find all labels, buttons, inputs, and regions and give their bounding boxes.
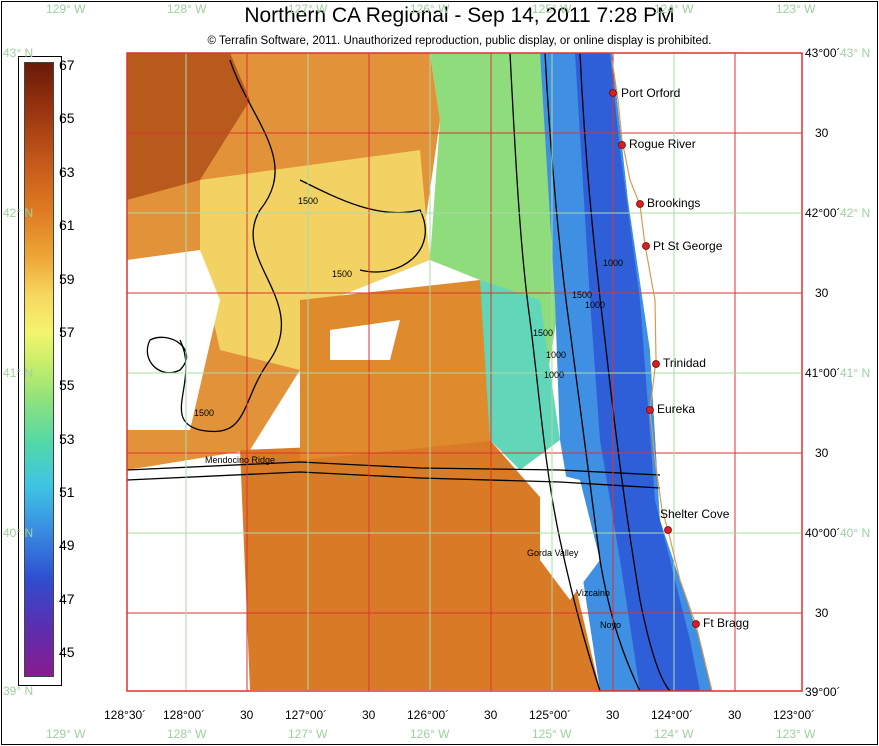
sst-yellow-band (200, 150, 430, 370)
x-axis-label: 30 (728, 708, 742, 722)
geo-label: 129° W (46, 2, 86, 16)
geo-label: 128° W (167, 2, 207, 16)
contour-label: 1500 (298, 196, 319, 206)
contour-label: 1500 (332, 269, 353, 279)
legend-tick: 45 (59, 644, 75, 660)
legend-tick: 51 (59, 484, 75, 500)
geo-label: 128° W (167, 727, 207, 741)
geo-label: 43° N (3, 46, 34, 60)
geo-label: 41° N (840, 366, 871, 380)
geo-label: 40° N (840, 526, 871, 540)
geo-label: 123° W (776, 2, 816, 16)
legend-tick: 57 (59, 324, 75, 340)
geo-label: 127° W (288, 727, 328, 741)
y-axis-label: 30 (815, 446, 829, 460)
legend-tick: 67 (59, 57, 75, 73)
city-label-eureka: Eureka (657, 402, 696, 416)
contour-label: 1500 (194, 408, 215, 418)
x-axis-label: 128°00´ (163, 708, 206, 722)
bathymetry-contours (127, 53, 671, 691)
city-markers (609, 89, 700, 628)
legend-tick: 55 (59, 377, 75, 393)
x-axis-label: 30 (362, 708, 376, 722)
contour-label-noyo: Noyo (600, 620, 622, 630)
geo-label: 126° W (410, 727, 450, 741)
sst-cyan-band (480, 280, 560, 470)
legend-tick: 53 (59, 431, 75, 447)
y-axis-label: 42°00´ (805, 206, 841, 220)
city-label-brookings: Brookings (647, 196, 701, 210)
map-title: Northern CA Regional - Sep 14, 2011 7:28… (244, 4, 675, 27)
copyright-notice: © Terrafin Software, 2011. Unauthorized … (207, 35, 712, 47)
x-axis-label: 127°00´ (285, 708, 328, 722)
sst-warm-mid (300, 280, 500, 460)
contour-label: 1000 (585, 300, 606, 310)
geo-label: 125° W (532, 2, 572, 16)
x-axis-label: 124°00´ (651, 708, 694, 722)
city-label-shelter-cove: Shelter Cove (660, 507, 730, 521)
contour-label-gorda-valley: Gorda Valley (527, 548, 579, 558)
y-axis-label: 30 (815, 126, 829, 140)
y-axis-label: 39°00´ (805, 685, 841, 699)
geo-label: 125° W (532, 727, 572, 741)
city-label-pt-st-george: Pt St George (653, 239, 723, 253)
contour-label-mendocino-ridge: Mendocino Ridge (205, 455, 276, 465)
geo-label: 129° W (46, 727, 86, 741)
contour-label: 1000 (544, 370, 565, 380)
legend-tick: 65 (59, 110, 75, 126)
contour-label: 1000 (546, 350, 567, 360)
geo-label: 127° W (288, 2, 328, 16)
cloud-patch-2 (330, 320, 400, 360)
contour-label: 1500 (572, 290, 593, 300)
geo-label: 124° W (654, 727, 694, 741)
legend-tick: 63 (59, 164, 75, 180)
geo-label: 42° N (3, 206, 34, 220)
geo-label: 42° N (840, 206, 871, 220)
x-axis-label: 128°30´ (104, 708, 147, 722)
city-label-trinidad: Trinidad (663, 356, 706, 370)
sst-warm-region-north (127, 53, 250, 200)
y-axis-label: 43°00´ (805, 46, 841, 60)
temperature-legend: 67 65 63 61 59 57 55 53 51 49 47 45 (18, 56, 75, 686)
city-label-rogue-river: Rogue River (629, 137, 696, 151)
legend-tick: 47 (59, 591, 75, 607)
x-axis-label: 30 (484, 708, 498, 722)
city-label-port-orford: Port Orford (621, 86, 681, 100)
geo-label: 39° N (3, 684, 34, 698)
legend-tick: 61 (59, 217, 75, 233)
y-axis-label: 30 (815, 606, 829, 620)
geo-label: 41° N (3, 366, 34, 380)
sst-warm-south (240, 440, 600, 690)
cloud-patch (540, 470, 600, 600)
y-axis-label: 30 (815, 286, 829, 300)
legend-tick: 49 (59, 537, 75, 553)
y-axis-label: 40°00´ (805, 526, 841, 540)
coastline (611, 59, 713, 691)
geo-label: 123° W (776, 727, 816, 741)
contour-label: 1500 (533, 328, 554, 338)
x-axis-label: 30 (606, 708, 620, 722)
city-label-ft-bragg: Ft Bragg (703, 616, 750, 630)
geo-label: 43° N (840, 46, 871, 60)
y-axis-label: 41°00´ (805, 366, 841, 380)
legend-tick: 59 (59, 271, 75, 287)
geo-grid (127, 53, 802, 691)
legend-color-bar (24, 62, 54, 677)
x-axis-label: 123°00´ (773, 708, 816, 722)
contour-label: 1000 (603, 258, 624, 268)
geo-label: 40° N (3, 526, 34, 540)
geo-label: 124° W (654, 2, 694, 16)
contour-label-vizcaino: Vizcaino (576, 588, 610, 598)
x-axis-label: 30 (240, 708, 254, 722)
x-axis-label: 125°00´ (529, 708, 572, 722)
x-axis-label: 126°00´ (407, 708, 450, 722)
geo-label: 126° W (410, 2, 450, 16)
